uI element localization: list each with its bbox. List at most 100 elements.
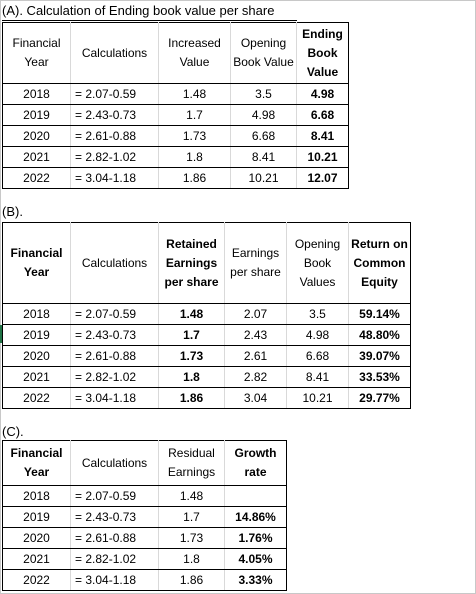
table-row: 2022 = 3.04-1.18 1.86 10.21 12.07 — [2, 167, 349, 189]
table-row: 2019 = 2.43-0.73 1.7 2.43 4.98 48.80% — [2, 324, 411, 346]
cell-increased-value[interactable]: 1.48 — [158, 83, 231, 105]
header-growth-rate[interactable]: Growth rate — [224, 440, 287, 486]
cell-ending-book-value[interactable]: 4.98 — [296, 83, 349, 105]
cell-opening-book-value[interactable]: 6.68 — [230, 125, 297, 147]
cell-retained-earnings[interactable]: 1.8 — [158, 366, 225, 388]
cell-residual-earnings[interactable]: 1.7 — [158, 506, 225, 528]
cell-year[interactable]: 2022 — [2, 387, 71, 409]
cell-retained-earnings[interactable]: 1.73 — [158, 345, 225, 367]
cell-growth-rate[interactable] — [224, 485, 287, 507]
cell-earnings-per-share[interactable]: 2.61 — [224, 345, 287, 367]
cell-opening-book-value[interactable]: 6.68 — [286, 345, 349, 367]
header-residual-earnings[interactable]: Residual Earnings — [158, 440, 225, 486]
cell-year[interactable]: 2019 — [2, 506, 71, 528]
cell-opening-book-value[interactable]: 4.98 — [230, 104, 297, 126]
cell-calculation[interactable]: = 2.82-1.02 — [70, 146, 159, 168]
cell-calculation[interactable]: = 3.04-1.18 — [70, 167, 159, 189]
header-ending-book-value[interactable]: Ending Book Value — [296, 22, 349, 84]
cell-year[interactable]: 2020 — [2, 527, 71, 549]
cell-residual-earnings[interactable]: 1.86 — [158, 569, 225, 591]
section-a-title: (A). Calculation of Ending book value pe… — [2, 2, 297, 21]
cell-increased-value[interactable]: 1.86 — [158, 167, 231, 189]
cell-year[interactable]: 2018 — [2, 303, 71, 325]
cell-return-on-equity[interactable]: 33.53% — [348, 366, 411, 388]
cell-calculation[interactable]: = 2.07-0.59 — [70, 485, 159, 507]
cell-year[interactable]: 2019 — [2, 104, 71, 126]
cell-increased-value[interactable]: 1.73 — [158, 125, 231, 147]
cell-opening-book-value[interactable]: 3.5 — [230, 83, 297, 105]
cell-year[interactable]: 2020 — [2, 125, 71, 147]
cell-retained-earnings[interactable]: 1.48 — [158, 303, 225, 325]
cell-return-on-equity[interactable]: 59.14% — [348, 303, 411, 325]
cell-calculation[interactable]: = 3.04-1.18 — [70, 387, 159, 409]
cell-year[interactable]: 2019 — [2, 324, 71, 346]
cell-earnings-per-share[interactable]: 3.04 — [224, 387, 287, 409]
cell-earnings-per-share[interactable]: 2.07 — [224, 303, 287, 325]
cell-growth-rate[interactable]: 1.76% — [224, 527, 287, 549]
cell-opening-book-value[interactable]: 10.21 — [286, 387, 349, 409]
residual-earnings-table: Financial Year Calculations Residual Ear… — [2, 440, 287, 591]
cell-opening-book-value[interactable]: 4.98 — [286, 324, 349, 346]
cell-ending-book-value[interactable]: 8.41 — [296, 125, 349, 147]
cell-year[interactable]: 2021 — [2, 366, 71, 388]
cell-year[interactable]: 2018 — [2, 485, 71, 507]
cell-calculation[interactable]: = 2.82-1.02 — [70, 366, 159, 388]
cell-calculation[interactable]: = 2.61-0.88 — [70, 345, 159, 367]
cell-increased-value[interactable]: 1.7 — [158, 104, 231, 126]
cell-year[interactable]: 2020 — [2, 345, 71, 367]
cell-opening-book-value[interactable]: 10.21 — [230, 167, 297, 189]
cell-earnings-per-share[interactable]: 2.82 — [224, 366, 287, 388]
header-financial-year[interactable]: Financial Year — [2, 222, 71, 304]
cell-opening-book-value[interactable]: 8.41 — [286, 366, 349, 388]
header-return-on-common-equity[interactable]: Return on Common Equity — [348, 222, 411, 304]
cell-year[interactable]: 2022 — [2, 167, 71, 189]
header-opening-book-values[interactable]: Opening Book Values — [286, 222, 349, 304]
cell-return-on-equity[interactable]: 48.80% — [348, 324, 411, 346]
cell-growth-rate[interactable]: 4.05% — [224, 548, 287, 570]
header-calculations[interactable]: Calculations — [70, 22, 159, 84]
cell-growth-rate[interactable]: 3.33% — [224, 569, 287, 591]
cell-residual-earnings[interactable]: 1.48 — [158, 485, 225, 507]
cell-increased-value[interactable]: 1.8 — [158, 146, 231, 168]
cell-residual-earnings[interactable]: 1.73 — [158, 527, 225, 549]
cell-earnings-per-share[interactable]: 2.43 — [224, 324, 287, 346]
cell-year[interactable]: 2021 — [2, 548, 71, 570]
cell-opening-book-value[interactable]: 8.41 — [230, 146, 297, 168]
header-increased-value[interactable]: Increased Value — [158, 22, 231, 84]
cell-calculation[interactable]: = 2.07-0.59 — [70, 303, 159, 325]
cell-opening-book-value[interactable]: 3.5 — [286, 303, 349, 325]
cell-calculation[interactable]: = 2.82-1.02 — [70, 548, 159, 570]
table-row: 2021 = 2.82-1.02 1.8 4.05% — [2, 548, 287, 570]
header-opening-book-value[interactable]: Opening Book Value — [230, 22, 297, 84]
header-retained-earnings[interactable]: Retained Earnings per share — [158, 222, 225, 304]
cell-residual-earnings[interactable]: 1.8 — [158, 548, 225, 570]
cell-retained-earnings[interactable]: 1.7 — [158, 324, 225, 346]
cell-calculation[interactable]: = 2.43-0.73 — [70, 324, 159, 346]
cell-calculation[interactable]: = 3.04-1.18 — [70, 569, 159, 591]
table-header-row: Financial Year Calculations Increased Va… — [2, 22, 349, 84]
cell-year[interactable]: 2018 — [2, 83, 71, 105]
header-financial-year[interactable]: Financial Year — [2, 22, 71, 84]
cell-retained-earnings[interactable]: 1.86 — [158, 387, 225, 409]
cell-calculation[interactable]: = 2.61-0.88 — [70, 527, 159, 549]
cell-ending-book-value[interactable]: 12.07 — [296, 167, 349, 189]
cell-calculation[interactable]: = 2.07-0.59 — [70, 83, 159, 105]
table-row: 2020 = 2.61-0.88 1.73 6.68 8.41 — [2, 125, 349, 147]
cell-ending-book-value[interactable]: 6.68 — [296, 104, 349, 126]
table-header-row: Financial Year Calculations Residual Ear… — [2, 440, 287, 486]
header-calculations[interactable]: Calculations — [70, 440, 159, 486]
cell-year[interactable]: 2022 — [2, 569, 71, 591]
table-row: 2022 = 3.04-1.18 1.86 3.04 10.21 29.77% — [2, 387, 411, 409]
cell-return-on-equity[interactable]: 39.07% — [348, 345, 411, 367]
header-financial-year[interactable]: Financial Year — [2, 440, 71, 486]
table-row: 2021 = 2.82-1.02 1.8 2.82 8.41 33.53% — [2, 366, 411, 388]
cell-growth-rate[interactable]: 14.86% — [224, 506, 287, 528]
cell-calculation[interactable]: = 2.43-0.73 — [70, 506, 159, 528]
cell-ending-book-value[interactable]: 10.21 — [296, 146, 349, 168]
cell-calculation[interactable]: = 2.61-0.88 — [70, 125, 159, 147]
header-earnings-per-share[interactable]: Earnings per share — [224, 222, 287, 304]
header-calculations[interactable]: Calculations — [70, 222, 159, 304]
cell-calculation[interactable]: = 2.43-0.73 — [70, 104, 159, 126]
cell-year[interactable]: 2021 — [2, 146, 71, 168]
cell-return-on-equity[interactable]: 29.77% — [348, 387, 411, 409]
